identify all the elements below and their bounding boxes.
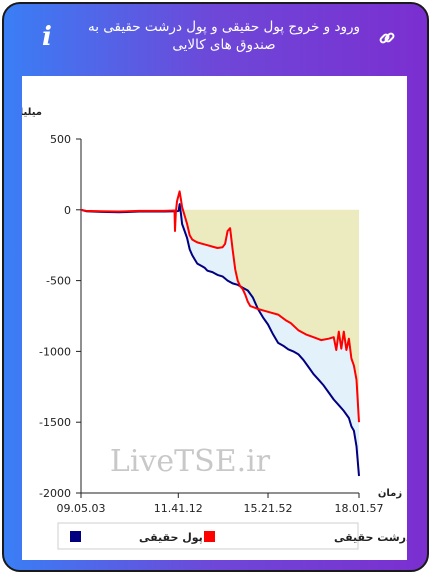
y-tick-label: -500 (46, 275, 71, 288)
watermark: LiveTSE.ir (110, 444, 271, 479)
series-line-big-real-money (80, 190, 360, 423)
x-tick-label: 18.01.57 (335, 502, 384, 515)
y-axis-label: میلیارد تومان (22, 107, 42, 118)
line-chart: LiveTSE.ir 500 0 -500 -1000 -1500 -2000 09.05.… (4, 107, 427, 550)
legend-label-big-real-money: پول درشت حقیقی (334, 531, 407, 544)
x-tick-label: 15.21.52 (244, 502, 293, 515)
x-tick-label: 09.05.03 (57, 502, 106, 515)
card-header: i ورود و خروج پول حقیقی و پول درشت حقیقی… (4, 4, 427, 76)
x-axis-label: زمان (378, 488, 402, 499)
series-line-real-money (80, 203, 360, 477)
legend: پول حقیقی پول درشت حقیقی (57, 522, 427, 550)
legend-swatch-real-money (70, 531, 81, 542)
legend-swatch-big-real-money (204, 531, 215, 542)
area-gap (177, 191, 359, 476)
link-icon[interactable] (377, 28, 397, 48)
y-tick-label: 500 (50, 133, 71, 146)
y-tick-label: -1500 (39, 416, 71, 429)
area-big-real-money (177, 209, 359, 423)
y-tick-label: 0 (64, 204, 71, 217)
legend-label-real-money: پول حقیقی (139, 531, 203, 544)
chart-card: i ورود و خروج پول حقیقی و پول درشت حقیقی… (2, 2, 429, 572)
chart-panel: LiveTSE.ir 500 0 -500 -1000 -1500 -2000 09.05.… (4, 76, 427, 560)
chart-title: ورود و خروج پول حقیقی و پول درشت حقیقی ب… (87, 19, 361, 53)
y-tick-label: -2000 (39, 487, 71, 500)
info-icon[interactable]: i (42, 22, 52, 52)
y-tick-label: -1000 (39, 345, 71, 358)
x-tick-label: 11.41.12 (154, 502, 203, 515)
plot-area: 500 0 -500 -1000 -1500 -2000 09.05.03 11.41.12 1… (39, 133, 383, 515)
